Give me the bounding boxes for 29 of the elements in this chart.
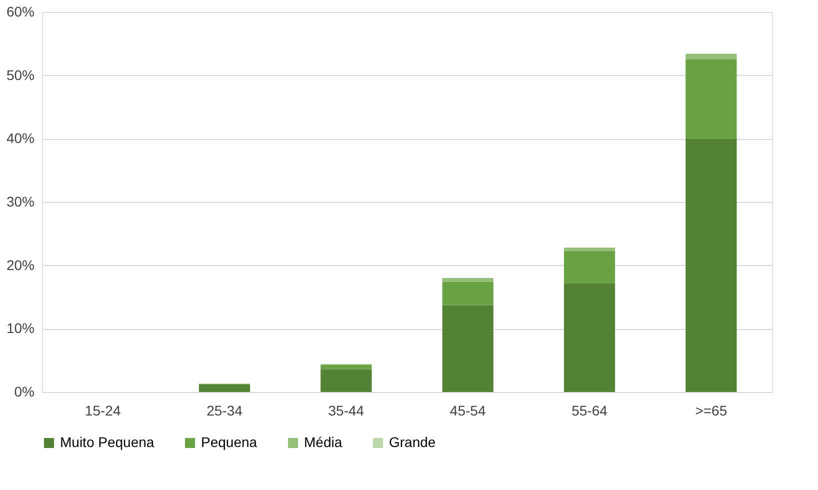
bar	[686, 138, 737, 392]
x-tick-label: 45-54	[450, 402, 486, 418]
y-tick-label: 0%	[14, 384, 34, 400]
y-tick-label: 20%	[6, 256, 34, 273]
legend-label: Muito Pequena	[60, 434, 154, 450]
legend-label: Pequena	[201, 434, 258, 450]
bar	[320, 364, 372, 370]
y-tick-label: 40%	[6, 130, 34, 146]
y-tick-label: 30%	[6, 194, 34, 210]
y-tick-label: 60%	[6, 4, 34, 20]
legend-label: Grande	[389, 434, 436, 450]
x-tick-label: 35-44	[328, 402, 364, 418]
bar	[442, 305, 494, 392]
x-tick-label: 25-34	[206, 402, 243, 418]
bar	[320, 369, 372, 392]
y-tick-label: 50%	[6, 66, 34, 83]
bar	[442, 282, 494, 306]
bar	[564, 283, 616, 392]
bar	[564, 250, 616, 284]
x-tick-label: >=65	[695, 402, 728, 418]
bar	[686, 60, 737, 139]
legend-label: Média	[304, 434, 342, 450]
bar	[686, 54, 737, 60]
y-tick-label: 10%	[6, 320, 34, 336]
x-tick-label: 55-64	[572, 402, 608, 418]
bar	[442, 278, 494, 282]
bar	[564, 248, 616, 251]
bar	[198, 384, 250, 392]
x-tick-label: 15-24	[84, 402, 121, 418]
